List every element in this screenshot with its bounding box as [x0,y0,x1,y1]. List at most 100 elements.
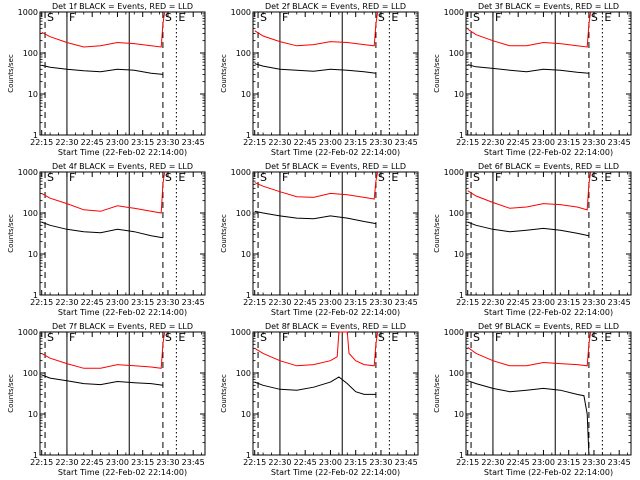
x-tick-label: 22:30 [268,458,291,467]
lld-series-line [254,331,379,367]
y-axis-label: Counts/sec [7,214,15,253]
plot-frame [252,171,419,296]
y-axis-label: Counts/sec [7,374,15,413]
event-marker-label: S [591,331,598,344]
chart-title: Det 7f BLACK = Events, RED = LLD [52,322,193,331]
x-tick-label: 23:30 [582,298,605,307]
chart-panel: Det 2f BLACK = Events, RED = LLD 1 10 100 10… [220,2,419,157]
x-tick-label: 22:30 [481,298,504,307]
x-tick-label: 23:45 [182,298,205,307]
events-series-line [254,63,376,74]
x-axis-label: Start Time (22-Feb-02 22:14:00) [58,308,187,317]
event-marker-label: F [69,11,75,24]
y-tick-label: 1000 [444,168,464,177]
plot-frame [39,171,206,296]
lld-series-line [254,11,379,47]
x-tick-label: 22:15 [30,458,53,467]
x-tick-label: 23:30 [369,298,392,307]
lld-series-line [41,11,166,48]
y-tick-label: 1000 [18,8,38,17]
y-tick-label: 10 [28,250,38,259]
events-series-line [467,380,590,456]
chart-title: Det 5f BLACK = Events, RED = LLD [265,162,406,171]
event-marker-label: S [260,331,267,344]
event-marker-label: S [260,171,267,184]
y-tick-label: 100 [449,209,464,218]
x-tick-label: 22:45 [507,138,530,147]
x-tick-label: 22:15 [243,458,266,467]
chart-title: Det 9f BLACK = Events, RED = LLD [478,322,619,331]
x-tick-label: 22:30 [268,138,291,147]
event-marker-label: E [391,331,398,344]
events-series-line [41,221,163,239]
y-tick-label: 1000 [444,8,464,17]
y-tick-label: 1 [459,131,464,140]
y-tick-label: 100 [449,369,464,378]
x-tick-label: 23:45 [182,138,205,147]
x-tick-label: 23:30 [156,138,179,147]
y-axis-label: Counts/sec [220,374,228,413]
event-marker-label: E [178,171,185,184]
y-tick-label: 10 [454,250,464,259]
x-tick-label: 23:00 [106,138,129,147]
event-marker-label: S [378,331,385,344]
x-tick-label: 23:15 [557,138,580,147]
y-tick-label: 1000 [231,168,251,177]
x-axis-label: Start Time (22-Feb-02 22:14:00) [484,468,613,477]
x-tick-label: 23:15 [131,298,154,307]
event-marker-label: S [591,171,598,184]
x-tick-label: 22:45 [81,298,104,307]
events-series-line [467,64,589,74]
x-tick-label: 22:15 [243,138,266,147]
x-tick-label: 23:00 [319,138,342,147]
event-marker-label: E [391,171,398,184]
x-tick-label: 22:45 [81,138,104,147]
event-marker-label: S [165,331,172,344]
event-marker-label: E [178,331,185,344]
y-tick-label: 100 [236,49,251,58]
x-tick-label: 23:30 [156,458,179,467]
x-tick-label: 23:30 [369,138,392,147]
lld-series-line [254,171,379,200]
y-axis-label: Counts/sec [220,54,228,93]
event-marker-label: S [260,11,267,24]
lld-series-line [467,11,592,48]
x-tick-label: 22:45 [294,298,317,307]
plot-frame [465,331,632,456]
event-marker-label: S [473,11,480,24]
event-marker-label: F [282,11,288,24]
x-tick-label: 22:30 [55,298,78,307]
y-axis-label: Counts/sec [433,214,441,253]
chart-panel: Det 8f BLACK = Events, RED = LLD 1 10 100 10… [220,322,419,477]
chart-panel: Det 9f BLACK = Events, RED = LLD 1 10 100 10… [433,322,632,477]
y-tick-label: 100 [449,49,464,58]
event-marker-label: S [473,331,480,344]
x-tick-label: 23:15 [344,138,367,147]
events-series-line [254,210,376,225]
y-tick-label: 100 [236,209,251,218]
y-tick-label: 1 [33,291,38,300]
x-tick-label: 22:45 [507,298,530,307]
x-tick-label: 22:30 [481,458,504,467]
event-marker-label: S [378,171,385,184]
x-tick-label: 23:45 [395,458,418,467]
x-tick-label: 22:15 [456,138,479,147]
x-tick-label: 22:15 [243,298,266,307]
x-tick-label: 23:00 [319,458,342,467]
y-tick-label: 10 [241,250,251,259]
x-tick-label: 23:30 [156,298,179,307]
x-tick-label: 22:45 [294,138,317,147]
x-tick-label: 22:45 [507,458,530,467]
events-series-line [41,374,163,386]
x-axis-label: Start Time (22-Feb-02 22:14:00) [484,148,613,157]
y-tick-label: 10 [454,410,464,419]
chart-panel: Det 1f BLACK = Events, RED = LLD 1 10 100 10… [7,2,206,157]
x-axis-label: Start Time (22-Feb-02 22:14:00) [271,468,400,477]
y-tick-label: 1 [246,451,251,460]
chart-title: Det 2f BLACK = Events, RED = LLD [265,2,406,11]
y-tick-label: 1000 [231,8,251,17]
event-marker-label: S [473,171,480,184]
chart-panel: Det 3f BLACK = Events, RED = LLD 1 10 100 10… [433,2,632,157]
x-tick-label: 22:30 [268,298,291,307]
